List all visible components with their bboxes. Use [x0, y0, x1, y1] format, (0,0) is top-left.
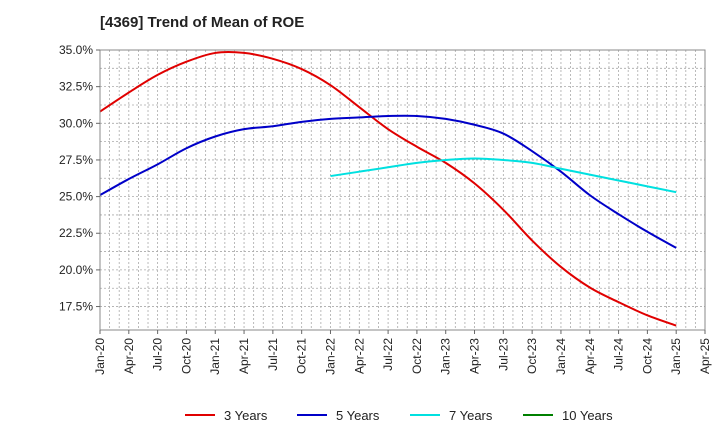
y-tick-label: 20.0% [59, 263, 93, 277]
x-tick-label: Apr-22 [352, 338, 366, 374]
series-line-5-years [99, 114, 677, 249]
series-lines [99, 51, 677, 327]
y-tick-label: 22.5% [59, 226, 93, 240]
x-tick-label: Jan-22 [323, 338, 337, 375]
x-tick-label: Jan-24 [554, 338, 568, 375]
grid-lines [100, 49, 705, 330]
y-tick-label: 25.0% [59, 190, 93, 204]
x-tick-label: Oct-24 [640, 338, 654, 374]
x-tick-label: Oct-23 [525, 338, 539, 374]
y-tick-label: 30.0% [59, 116, 93, 130]
x-tick-label: Apr-21 [237, 338, 251, 374]
plot-frame [99, 49, 706, 331]
x-tick-label: Oct-21 [295, 338, 309, 374]
x-tick-label: Jan-23 [439, 338, 453, 375]
x-tick-label: Jul-24 [612, 338, 626, 371]
x-axis: Jan-20 Apr-20 Jul-20 Oct-20 Jan-21 Apr-21 Jul-… [93, 330, 712, 375]
legend: 3 Years 5 Years 7 Years 10 Years [185, 408, 613, 423]
x-tick-label: Apr-25 [698, 338, 712, 374]
x-tick-label: Jul-22 [381, 338, 395, 371]
y-tick-label: 35.0% [59, 43, 93, 57]
x-tick-label: Jan-20 [93, 338, 107, 375]
x-tick-label: Jul-21 [266, 338, 280, 371]
y-tick-label: 27.5% [59, 153, 93, 167]
chart-title: [4369] Trend of Mean of ROE [100, 14, 305, 31]
x-tick-label: Apr-24 [583, 338, 597, 374]
legend-label: 10 Years [562, 408, 613, 423]
x-tick-label: Jan-25 [669, 338, 683, 375]
x-tick-label: Oct-22 [410, 338, 424, 374]
y-tick-label: 32.5% [59, 80, 93, 94]
y-axis: 17.5% 20.0% 22.5% 25.0% 27.5% 30.0% 32.5% 35.0% [59, 43, 100, 314]
y-tick-label: 17.5% [59, 300, 93, 314]
x-tick-label: Jul-20 [151, 338, 165, 371]
x-tick-label: Apr-20 [122, 338, 136, 374]
x-tick-label: Jan-21 [208, 338, 222, 375]
legend-label: 5 Years [336, 408, 380, 423]
x-tick-label: Oct-20 [179, 338, 193, 374]
x-tick-label: Jul-23 [496, 338, 510, 371]
x-tick-label: Apr-23 [468, 338, 482, 374]
legend-label: 3 Years [224, 408, 268, 423]
series-line-7-years [330, 157, 677, 194]
legend-label: 7 Years [449, 408, 493, 423]
series-line-3-years [99, 51, 677, 327]
